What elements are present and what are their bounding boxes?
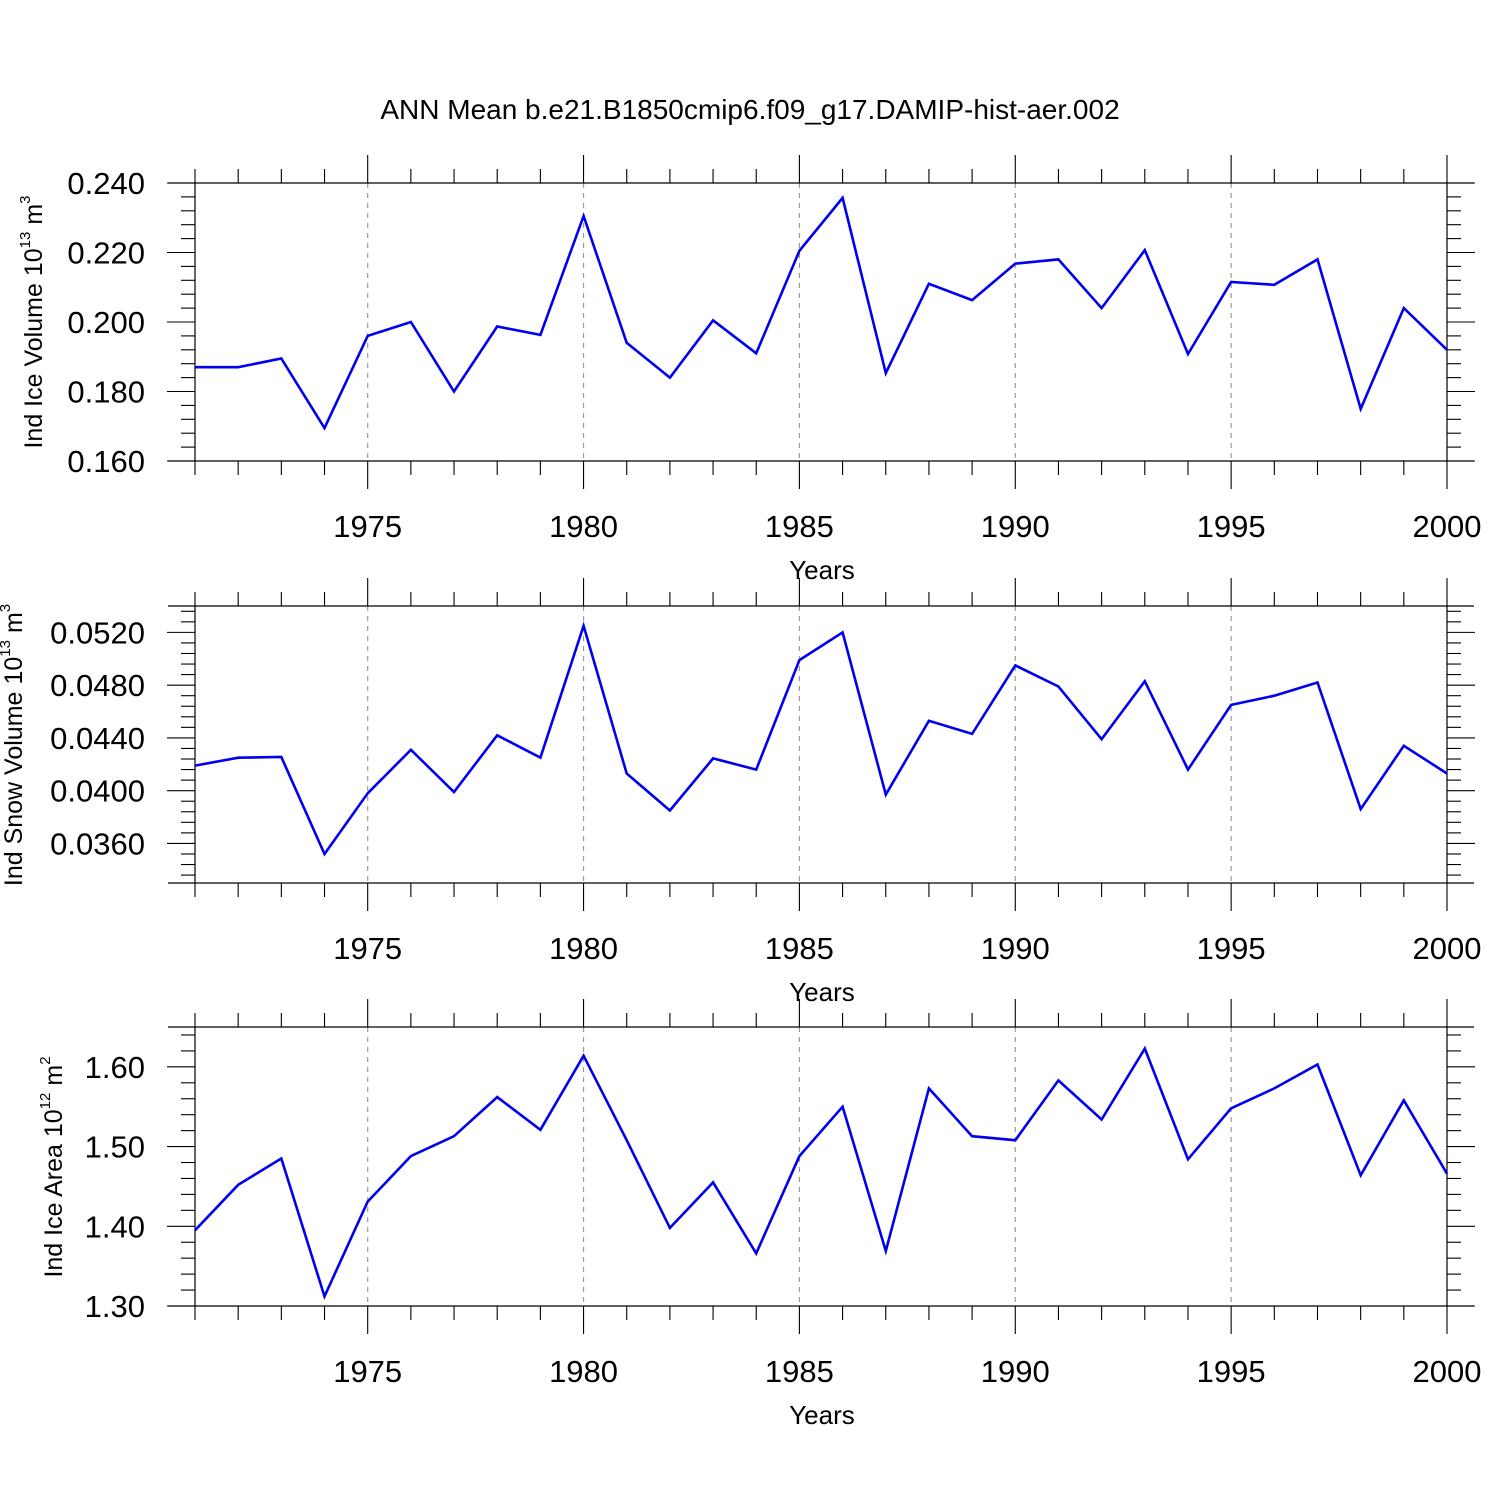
series-line-2 — [194, 621, 1448, 857]
y-tick-label: 0.180 — [67, 375, 145, 410]
x-axis-label: Years — [789, 555, 855, 585]
chart-panel-2: 0.0360 0.0400 0.0440 0.0480 0.0520 1975 1980 19… — [0, 578, 1481, 1007]
x-tick-label: 1985 — [765, 509, 834, 544]
series-line-1 — [195, 195, 1448, 431]
y-tick-label: 0.240 — [67, 166, 145, 201]
y-axis-unit-symbol-exponent: 3 — [17, 195, 34, 203]
x-tick-label: 1975 — [333, 1354, 402, 1389]
y-tick-label: 1.60 — [85, 1050, 145, 1085]
x-tick-label: 1995 — [1197, 1354, 1266, 1389]
x-tick-label: 1995 — [1197, 509, 1266, 544]
series-line-3 — [194, 1045, 1449, 1301]
x-tick-label: 1985 — [765, 1354, 834, 1389]
x-tick-label: 2000 — [1413, 1354, 1482, 1389]
y-axis-unit-symbol: m — [40, 1065, 68, 1086]
y-tick-label: 0.220 — [67, 236, 145, 271]
y-axis-unit-base: 10 — [0, 657, 28, 685]
y-axis-unit-symbol: m — [0, 612, 28, 633]
y-axis-label: Ind Ice Area 1012 m2 — [37, 1056, 68, 1277]
y-tick-label: 0.0360 — [50, 826, 145, 861]
y-axis-label-name: Ind Ice Area — [40, 1144, 68, 1278]
x-tick-label: 1975 — [333, 931, 402, 966]
chart-panel-1: 0.160 0.180 0.200 0.220 0.240 1975 1980 1985 199… — [17, 155, 1481, 585]
x-tick-label: 2000 — [1413, 509, 1482, 544]
x-tick-label: 1990 — [981, 509, 1050, 544]
x-axis-label: Years — [789, 1400, 855, 1430]
y-axis-unit-symbol-exponent: 2 — [37, 1056, 54, 1064]
figure-title: ANN Mean b.e21.B1850cmip6.f09_g17.DAMIP-… — [380, 94, 1119, 125]
y-axis-unit-base: 10 — [40, 1109, 68, 1137]
x-tick-label: 1990 — [981, 1354, 1050, 1389]
x-tick-label: 1990 — [981, 931, 1050, 966]
x-tick-label: 1975 — [333, 509, 402, 544]
x-tick-label: 2000 — [1413, 931, 1482, 966]
x-axis-label: Years — [789, 977, 855, 1007]
y-axis-label-name: Ind Snow Volume — [0, 692, 28, 887]
x-tick-label: 1995 — [1197, 931, 1266, 966]
y-tick-label: 1.50 — [85, 1130, 145, 1165]
y-tick-label: 0.0520 — [50, 615, 145, 650]
y-axis-unit-symbol: m — [20, 204, 48, 225]
y-tick-label: 0.0440 — [50, 721, 145, 756]
panels: 0.160 0.180 0.200 0.220 0.240 1975 1980 1985 199… — [0, 155, 1481, 1430]
x-tick-label: 1980 — [549, 931, 618, 966]
y-axis-unit-exponent: 13 — [17, 232, 34, 249]
chart-panel-3: 1.30 1.40 1.50 1.60 1975 1980 1985 1990 1995 2000… — [37, 999, 1481, 1430]
y-axis-unit-exponent: 13 — [0, 640, 14, 657]
y-axis-unit-symbol-exponent: 3 — [0, 604, 14, 612]
y-axis-unit-exponent: 12 — [37, 1093, 54, 1110]
y-axis-unit-base: 10 — [20, 248, 48, 276]
y-axis-label: Ind Ice Volume 1013 m3 — [17, 195, 48, 448]
y-axis-label-name: Ind Ice Volume — [20, 283, 48, 448]
y-tick-label: 0.0400 — [50, 774, 145, 809]
y-tick-label: 1.40 — [85, 1209, 145, 1244]
x-tick-label: 1980 — [549, 1354, 618, 1389]
y-axis-label: Ind Snow Volume 1013 m3 — [0, 604, 28, 886]
y-tick-label: 0.200 — [67, 305, 145, 340]
y-tick-label: 0.0480 — [50, 668, 145, 703]
x-tick-label: 1985 — [765, 931, 834, 966]
x-tick-label: 1980 — [549, 509, 618, 544]
y-tick-label: 0.160 — [67, 444, 145, 479]
y-tick-label: 1.30 — [85, 1289, 145, 1324]
